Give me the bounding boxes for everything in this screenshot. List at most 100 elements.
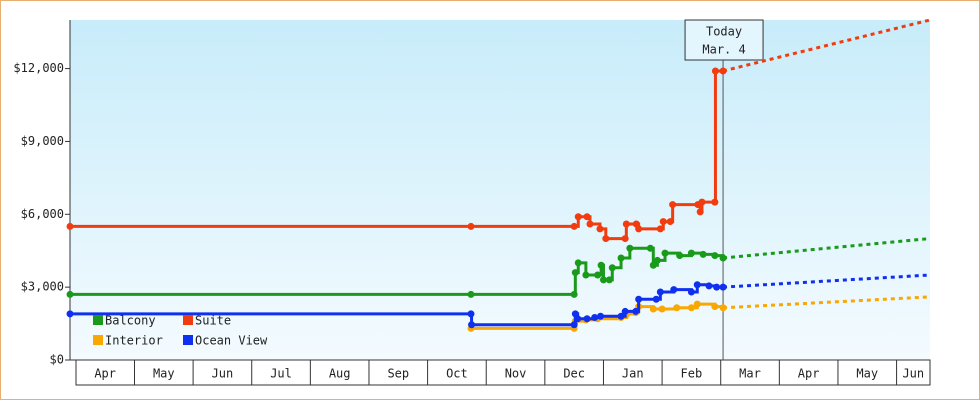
point	[711, 303, 719, 311]
point	[693, 300, 701, 308]
point	[649, 305, 657, 313]
point	[699, 250, 707, 258]
point	[582, 271, 590, 279]
x-tick-label: Aug	[329, 367, 351, 381]
point	[617, 312, 625, 320]
y-tick-label: $6,000	[21, 207, 64, 221]
point	[467, 310, 475, 318]
x-tick-label: Apr	[94, 367, 116, 381]
point	[713, 283, 721, 291]
legend-label: Ocean View	[195, 334, 268, 348]
point	[658, 305, 666, 313]
point	[676, 252, 684, 260]
x-tick-label: Sep	[387, 367, 409, 381]
point	[622, 220, 630, 228]
y-tick-label: $0	[50, 353, 64, 367]
legend-swatch	[183, 315, 193, 325]
today-label: Mar. 4	[702, 43, 745, 57]
point	[571, 269, 579, 277]
point	[605, 276, 613, 284]
point	[570, 290, 578, 298]
point	[574, 315, 582, 323]
point	[656, 288, 664, 296]
x-tick-label: Oct	[446, 367, 468, 381]
point	[711, 252, 719, 260]
point	[705, 282, 713, 290]
point	[586, 220, 594, 228]
point	[670, 286, 678, 294]
point	[652, 295, 660, 303]
point	[653, 256, 661, 264]
point	[574, 259, 582, 267]
point	[570, 222, 578, 230]
point	[669, 201, 677, 209]
point	[646, 244, 654, 252]
point	[635, 295, 643, 303]
point	[696, 208, 704, 216]
point	[698, 198, 706, 206]
point	[467, 222, 475, 230]
point	[693, 281, 701, 289]
point	[583, 213, 591, 221]
today-box	[684, 19, 764, 61]
point	[621, 307, 629, 315]
x-tick-label: Mar	[739, 367, 761, 381]
x-tick-label: Jan	[622, 367, 644, 381]
point	[467, 290, 475, 298]
y-tick-label: $12,000	[13, 61, 64, 75]
legend-label: Balcony	[105, 314, 156, 328]
x-tick-label: May	[856, 367, 878, 381]
forecast-line	[722, 273, 931, 289]
y-tick-label: $9,000	[21, 134, 64, 148]
legend-swatch	[183, 335, 193, 345]
point	[602, 235, 610, 243]
point	[597, 312, 605, 320]
point	[617, 254, 625, 262]
point	[608, 264, 616, 272]
point	[661, 249, 669, 257]
point	[599, 276, 607, 284]
point	[570, 321, 578, 329]
point	[711, 67, 719, 75]
point	[711, 198, 719, 206]
point	[596, 225, 604, 233]
point	[583, 315, 591, 323]
point	[635, 225, 643, 233]
legend-label: Interior	[105, 334, 163, 348]
point	[66, 310, 74, 318]
plot-area	[70, 20, 930, 360]
x-tick-label: Feb	[681, 367, 703, 381]
point	[66, 222, 74, 230]
x-axis-box	[75, 359, 931, 386]
y-tick-label: $3,000	[21, 280, 64, 294]
point	[687, 304, 695, 312]
point	[649, 261, 657, 269]
point	[66, 290, 74, 298]
point	[468, 321, 476, 329]
x-tick-label: Jun	[902, 367, 924, 381]
point	[659, 218, 667, 226]
legend-swatch	[93, 335, 103, 345]
point	[594, 271, 602, 279]
x-tick-label: Nov	[505, 367, 527, 381]
point	[626, 244, 634, 252]
today-label: Today	[706, 25, 742, 39]
forecast-line	[722, 18, 931, 73]
point	[591, 314, 599, 321]
point	[656, 225, 664, 233]
forecast-line	[722, 295, 931, 310]
x-tick-label: May	[153, 367, 175, 381]
point	[597, 261, 605, 269]
x-tick-label: Jun	[212, 367, 234, 381]
legend-label: Suite	[195, 314, 231, 328]
point	[673, 304, 681, 312]
x-tick-label: Dec	[563, 367, 585, 381]
point	[666, 218, 674, 226]
point	[687, 288, 695, 296]
point	[687, 249, 695, 257]
point	[621, 235, 629, 243]
legend-swatch	[93, 315, 103, 325]
point	[632, 307, 640, 315]
forecast-line	[722, 237, 931, 260]
x-tick-label: Apr	[798, 367, 820, 381]
